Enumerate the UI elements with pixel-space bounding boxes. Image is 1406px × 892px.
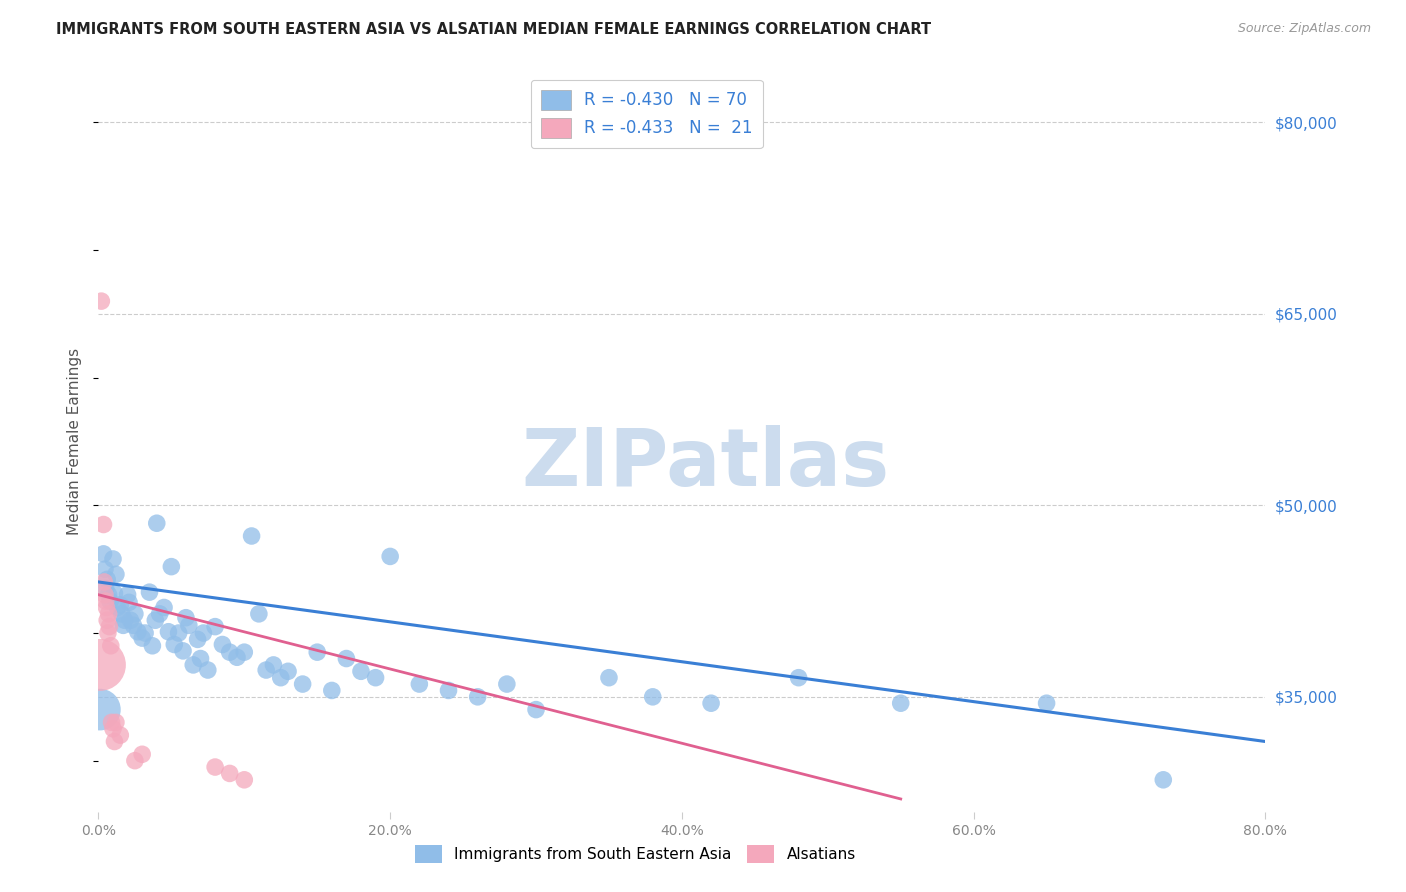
Y-axis label: Median Female Earnings: Median Female Earnings [67,348,83,535]
Point [254,663,277,677]
Point [110,728,132,742]
Point [247,607,270,621]
Point [93,517,115,532]
Point [114,613,136,627]
Point [262,657,284,672]
Point [101,722,124,736]
Point [118,595,141,609]
Point [321,683,343,698]
Point [93,574,115,589]
Point [172,644,194,658]
Point [160,559,183,574]
Point [146,516,169,531]
Point [112,618,135,632]
Point [117,588,139,602]
Point [350,665,373,679]
Point [187,632,209,647]
Point [181,657,204,672]
Point [495,677,517,691]
Point [98,594,121,608]
Point [143,613,166,627]
Point [131,747,153,762]
Point [233,772,256,787]
Point [100,715,122,730]
Point [177,618,200,632]
Point [167,626,190,640]
Point [97,626,120,640]
Point [204,760,226,774]
Point [94,582,117,596]
Point [122,618,145,632]
Point [437,683,460,698]
Point [98,619,121,633]
Point [124,607,146,621]
Point [101,552,124,566]
Point [100,639,122,653]
Point [94,562,117,576]
Point [291,677,314,691]
Point [197,663,219,677]
Point [141,639,163,653]
Point [787,671,810,685]
Point [226,650,249,665]
Point [96,573,118,587]
Point [233,645,256,659]
Point [90,294,112,309]
Point [111,607,134,621]
Text: ZIPatlas: ZIPatlas [522,425,890,503]
Point [149,607,172,621]
Point [96,600,118,615]
Point [218,766,240,780]
Point [94,588,117,602]
Point [110,598,132,612]
Point [524,703,547,717]
Point [174,610,197,624]
Point [97,607,120,621]
Point [120,613,142,627]
Point [193,626,215,640]
Point [335,651,357,665]
Point [240,529,263,543]
Point [598,671,620,685]
Point [307,645,329,659]
Point [204,619,226,633]
Point [1035,696,1057,710]
Point [163,638,186,652]
Point [218,645,240,659]
Point [700,696,723,710]
Point [270,671,292,685]
Point [641,690,664,704]
Point [467,690,489,704]
Point [211,638,233,652]
Point [103,586,125,600]
Point [105,600,128,615]
Point [157,624,180,639]
Point [127,624,149,639]
Point [93,547,115,561]
Point [96,613,118,627]
Point [89,703,111,717]
Point [89,657,111,672]
Point [138,585,160,599]
Text: Source: ZipAtlas.com: Source: ZipAtlas.com [1237,22,1371,36]
Point [378,549,402,564]
Point [153,600,176,615]
Point [104,715,127,730]
Point [134,626,156,640]
Point [364,671,387,685]
Text: IMMIGRANTS FROM SOUTH EASTERN ASIA VS ALSATIAN MEDIAN FEMALE EARNINGS CORRELATIO: IMMIGRANTS FROM SOUTH EASTERN ASIA VS AL… [56,22,931,37]
Legend: Immigrants from South Eastern Asia, Alsatians: Immigrants from South Eastern Asia, Alsa… [406,838,863,871]
Point [408,677,430,691]
Point [103,734,125,748]
Point [131,631,153,645]
Point [104,567,127,582]
Point [890,696,912,710]
Point [94,594,117,608]
Point [190,651,212,665]
Point [97,588,120,602]
Point [277,665,299,679]
Point [124,754,146,768]
Point [1152,772,1174,787]
